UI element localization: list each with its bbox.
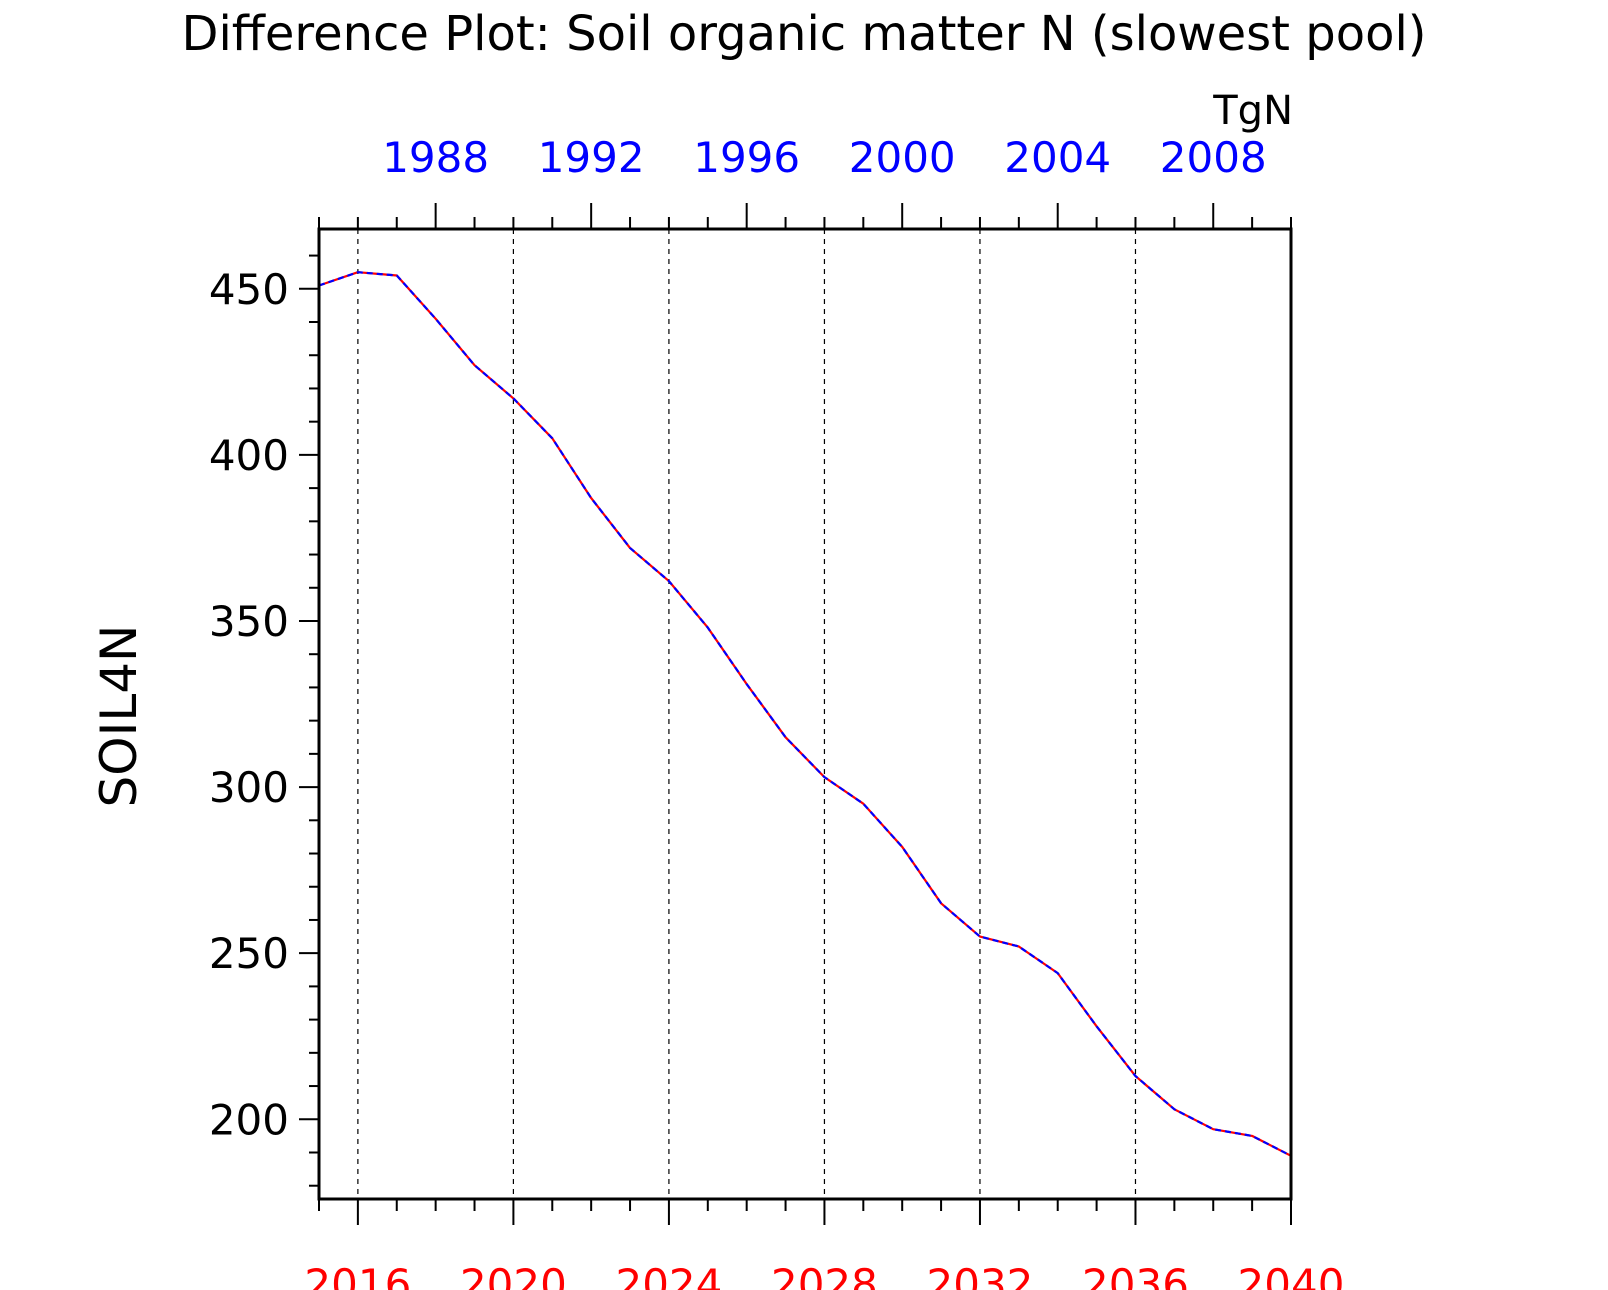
plot-frame <box>317 227 1293 1201</box>
units-label: TgN <box>1212 88 1293 134</box>
y-tick-label: 400 <box>209 431 289 480</box>
axis-ticks <box>299 203 1292 1225</box>
y-tick-label: 200 <box>209 1095 289 1144</box>
x-top-tick-label: 2008 <box>1160 133 1267 182</box>
series-lines <box>318 271 1292 1157</box>
y-tick-label: 250 <box>209 929 289 978</box>
x-top-tick-label: 2004 <box>1004 133 1111 182</box>
chart-title: Difference Plot: Soil organic matter N (… <box>182 6 1427 62</box>
x-top-tick-label: 1996 <box>693 133 800 182</box>
x-top-tick-label: 1992 <box>538 133 645 182</box>
x-bottom-tick-label: 2024 <box>615 1260 722 1290</box>
tick-labels: 200 250 300 350 400 450 2016 2020 2024 2028 2032 20… <box>209 133 1345 1290</box>
grid-lines <box>357 229 1137 1199</box>
y-tick-label: 450 <box>209 265 289 314</box>
x-top-tick-label: 2000 <box>849 133 956 182</box>
x-bottom-tick-label: 2036 <box>1082 1260 1189 1290</box>
y-tick-label: 350 <box>209 597 289 646</box>
x-bottom-tick-label: 2020 <box>460 1260 567 1290</box>
series-line-solid <box>318 271 1292 1157</box>
series-line-dashed <box>318 271 1292 1157</box>
x-bottom-tick-label: 2040 <box>1238 1260 1345 1290</box>
y-tick-label: 300 <box>209 763 289 812</box>
x-top-tick-label: 1988 <box>382 133 489 182</box>
x-bottom-tick-label: 2016 <box>304 1260 411 1290</box>
x-bottom-tick-label: 2032 <box>927 1260 1034 1290</box>
x-bottom-tick-label: 2028 <box>771 1260 878 1290</box>
y-axis-label: SOIL4N <box>90 625 148 808</box>
